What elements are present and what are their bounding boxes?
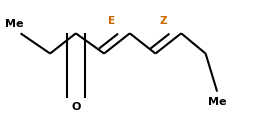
Text: E: E	[108, 16, 115, 26]
Text: Z: Z	[159, 16, 167, 26]
Text: Me: Me	[208, 97, 226, 107]
Text: Me: Me	[5, 19, 23, 29]
Text: O: O	[71, 102, 80, 112]
